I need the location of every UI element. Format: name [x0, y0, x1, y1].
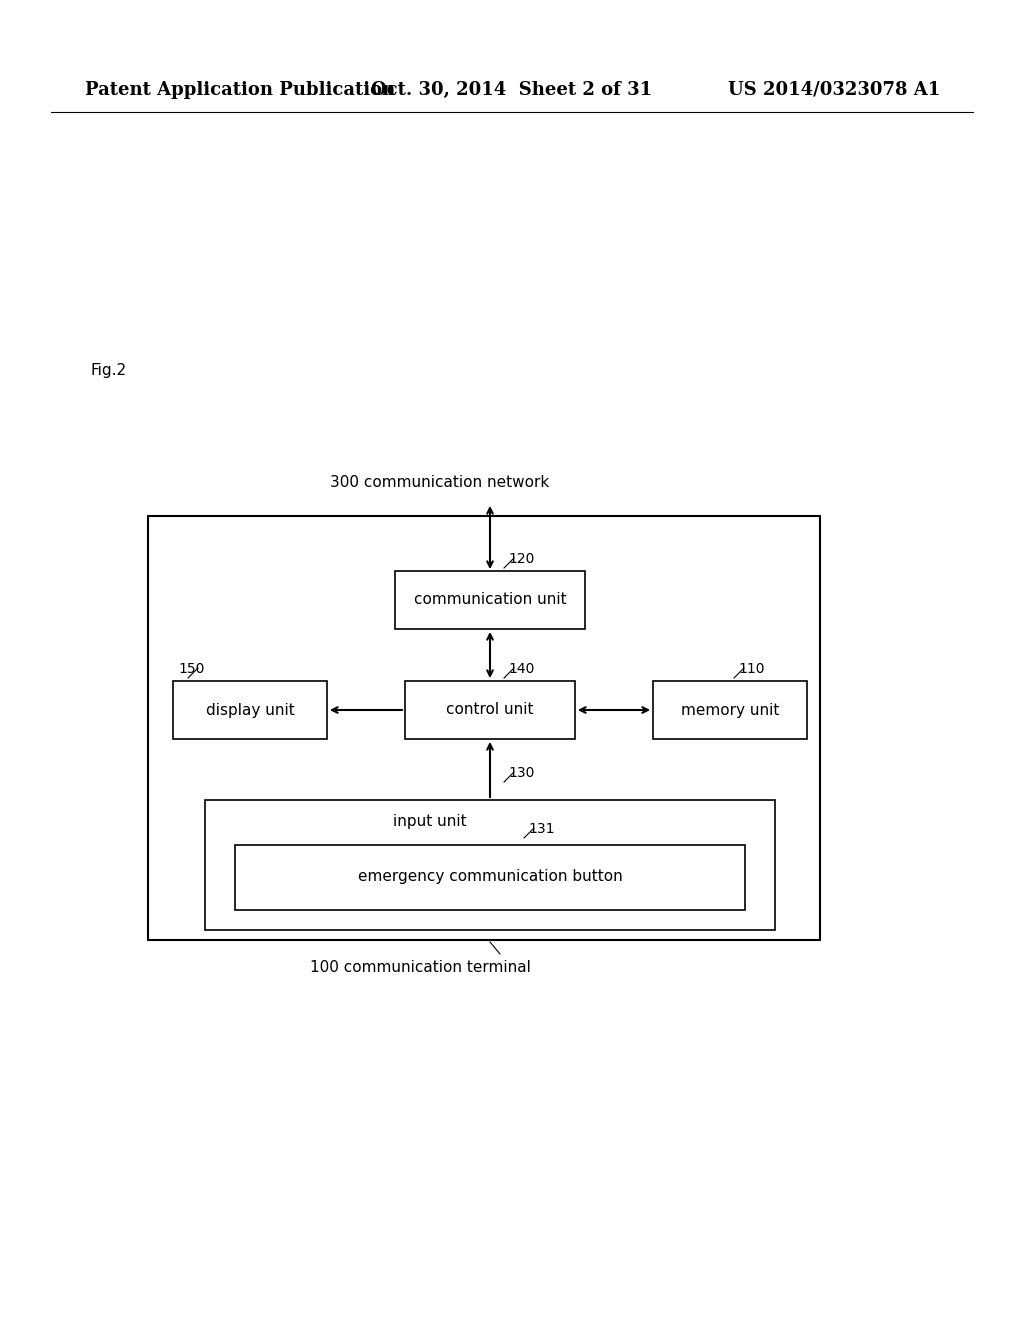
Text: Fig.2: Fig.2	[90, 363, 126, 378]
Text: 100 communication terminal: 100 communication terminal	[309, 960, 530, 975]
Bar	[205, 800, 775, 931]
Bar	[406, 681, 575, 739]
Text: 300 communication network: 300 communication network	[330, 474, 549, 490]
Text: 150: 150	[178, 663, 205, 676]
Bar	[653, 681, 807, 739]
Text: emergency communication button: emergency communication button	[357, 870, 623, 884]
Text: Patent Application Publication: Patent Application Publication	[85, 81, 395, 99]
Text: input unit: input unit	[393, 814, 467, 829]
Text: memory unit: memory unit	[681, 702, 779, 718]
Text: display unit: display unit	[206, 702, 294, 718]
Text: US 2014/0323078 A1: US 2014/0323078 A1	[728, 81, 940, 99]
Text: 140: 140	[508, 663, 535, 676]
Text: 110: 110	[738, 663, 765, 676]
Text: 131: 131	[528, 822, 555, 836]
Bar	[395, 572, 585, 630]
Bar	[173, 681, 327, 739]
Text: control unit: control unit	[446, 702, 534, 718]
Text: 120: 120	[508, 552, 535, 566]
Text: communication unit: communication unit	[414, 593, 566, 607]
Bar	[234, 845, 745, 909]
Text: 130: 130	[508, 766, 535, 780]
Text: Oct. 30, 2014  Sheet 2 of 31: Oct. 30, 2014 Sheet 2 of 31	[372, 81, 652, 99]
Bar	[148, 516, 820, 940]
